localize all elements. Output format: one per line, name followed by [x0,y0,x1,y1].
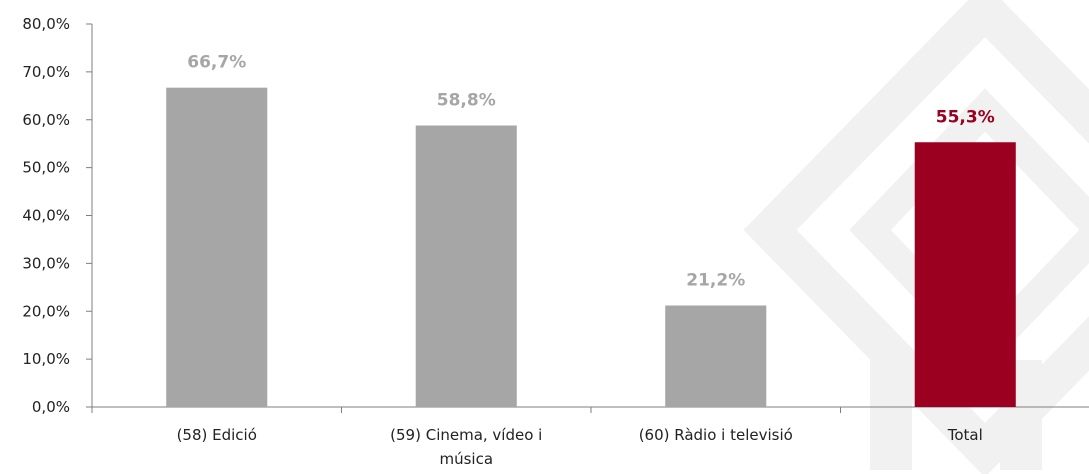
y-tick-label: 80,0% [22,15,70,33]
x-axis: (58) Edició (59) Cinema, vídeo i música (60… [91,406,1089,468]
data-labels: 66,7% 58,8% 21,2% 55,3% [187,53,994,291]
bars [166,87,1016,408]
y-tick-label: 40,0% [22,207,70,225]
y-tick-label: 60,0% [22,111,70,129]
bar [166,87,268,407]
x-category-label: (58) Edició [177,426,257,444]
data-label: 66,7% [187,53,246,73]
y-tick-label: 30,0% [22,254,70,272]
bar [665,305,767,407]
data-label: 21,2% [686,271,745,291]
y-tick-label: 0,0% [32,398,70,416]
y-axis: 0,0% 10,0% 20,0% 30,0% 40,0% 50,0% 60,0% 70,0% 8… [22,15,93,416]
bar [914,142,1016,407]
y-tick-label: 50,0% [22,159,70,177]
y-tick-label: 70,0% [22,63,70,81]
x-category-label: Total [947,426,983,444]
x-category-label: (59) Cinema, vídeo i música [390,426,542,468]
bar [415,125,517,408]
watermark-bar-left [870,360,912,470]
data-label: 55,3% [936,107,995,127]
data-label: 58,8% [437,90,496,110]
x-category-label: (60) Ràdio i televisió [639,426,793,444]
watermark-diamond-outer [743,0,1089,474]
y-tick-label: 10,0% [22,350,70,368]
y-tick-label: 20,0% [22,302,70,320]
